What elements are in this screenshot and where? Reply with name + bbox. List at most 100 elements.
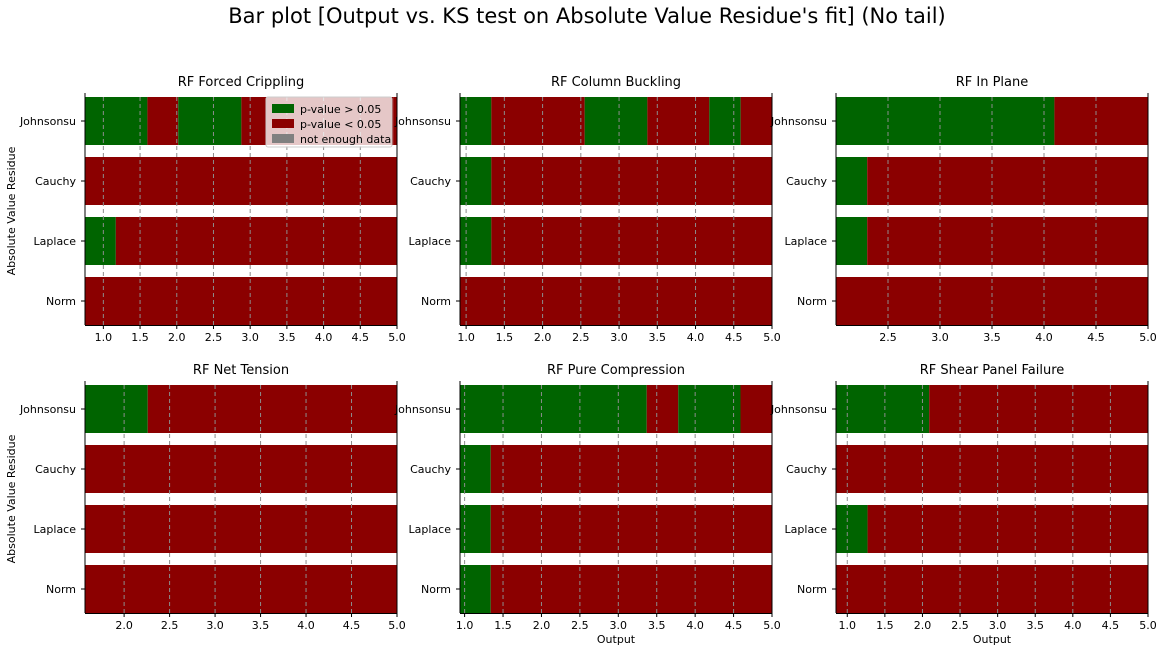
panel-5: 1.0 1.5 2.0 2.5 3.0 3.5 4.0 4.5 5.0 Johnsonsu Cauc… [394, 363, 781, 646]
x-axis-label: Output [597, 633, 636, 646]
y-tick-label: Cauchy [35, 463, 76, 476]
y-tick-label: Johnsonsu [394, 403, 451, 416]
legend-swatch [272, 104, 294, 113]
x-tick-label: 3.5 [252, 619, 270, 632]
panel-1: 1.0 1.5 2.0 2.5 3.0 3.5 4.0 4.5 5.0 Johnsonsu Cauc… [5, 75, 406, 344]
x-tick-label: 2.5 [951, 619, 969, 632]
panel-title: RF In Plane [956, 75, 1029, 90]
legend: p-value > 0.05 p-value < 0.05 not enough d… [265, 96, 393, 148]
bar-segment-cauchy-2 [490, 445, 772, 493]
bar-segment-johnsonsu-1 [85, 97, 148, 145]
bar-segment-johnsonsu-5 [393, 97, 397, 145]
bar-segment-laplace-1 [85, 505, 397, 553]
bar-segment-norm-2 [490, 565, 772, 613]
legend-box [265, 96, 393, 148]
y-tick-label: Laplace [34, 235, 77, 248]
x-tick-label: 3.5 [983, 331, 1001, 344]
x-tick-label: 3.0 [610, 331, 628, 344]
legend-swatch [272, 119, 294, 128]
bar-segment-johnsonsu-3 [584, 97, 648, 145]
panel-title: RF Forced Crippling [178, 75, 304, 90]
x-tick-label: 2.0 [168, 331, 186, 344]
bar-segment-johnsonsu-1 [460, 97, 492, 145]
x-axis-label: Output [973, 633, 1012, 646]
bar-segment-laplace-1 [836, 217, 868, 265]
y-tick-label: Norm [46, 295, 76, 308]
x-tick-label: 5.0 [763, 619, 781, 632]
panel-title: RF Shear Panel Failure [920, 363, 1065, 378]
y-tick-label: Norm [421, 295, 451, 308]
x-tick-label: 1.5 [494, 619, 512, 632]
x-tick-label: 4.0 [315, 331, 333, 344]
x-tick-label: 1.5 [876, 619, 894, 632]
bar-segment-johnsonsu-3 [178, 97, 242, 145]
bar-segment-johnsonsu-2 [491, 97, 585, 145]
x-tick-label: 2.0 [914, 619, 932, 632]
x-tick-label: 4.5 [725, 619, 743, 632]
x-tick-label: 4.0 [1064, 619, 1082, 632]
y-axis-label: Absolute Value Residue [5, 146, 18, 275]
bar-segment-laplace-2 [490, 505, 772, 553]
bar-segment-cauchy-1 [85, 157, 397, 205]
y-tick-label: Cauchy [410, 175, 451, 188]
bar-segment-johnsonsu-1 [85, 385, 148, 433]
x-tick-label: 5.0 [763, 331, 781, 344]
figure-title: Bar plot [Output vs. KS test on Absolute… [228, 4, 946, 28]
x-tick-label: 3.5 [649, 331, 667, 344]
bar-segment-cauchy-1 [836, 157, 868, 205]
bar-segment-laplace-2 [867, 217, 1148, 265]
y-tick-label: Johnsonsu [19, 115, 76, 128]
bar-segment-johnsonsu-6 [740, 97, 772, 145]
x-tick-label: 1.0 [95, 331, 113, 344]
y-tick-label: Johnsonsu [770, 403, 827, 416]
bar-segment-laplace-1 [836, 505, 868, 553]
x-tick-label: 4.0 [1035, 331, 1053, 344]
legend-swatch [272, 134, 294, 143]
bar-segment-laplace-2 [115, 217, 397, 265]
x-tick-label: 3.5 [648, 619, 666, 632]
y-tick-label: Laplace [785, 523, 828, 536]
x-tick-label: 4.5 [352, 331, 370, 344]
y-tick-label: Johnsonsu [19, 403, 76, 416]
bar-segment-johnsonsu-4 [740, 385, 772, 433]
bar-segment-johnsonsu-1 [836, 97, 1055, 145]
x-tick-label: 2.0 [533, 619, 551, 632]
bar-segment-norm-1 [85, 565, 397, 613]
x-tick-label: 2.5 [161, 619, 179, 632]
bar-segment-cauchy-1 [836, 445, 1148, 493]
panel-6: 1.0 1.5 2.0 2.5 3.0 3.5 4.0 4.5 5.0 Johnsonsu Cauc… [770, 363, 1157, 646]
x-tick-label: 3.0 [989, 619, 1007, 632]
x-tick-label: 1.0 [839, 619, 857, 632]
x-tick-label: 3.5 [1026, 619, 1044, 632]
bar-segment-johnsonsu-3 [678, 385, 741, 433]
bar-segment-johnsonsu-2 [147, 385, 397, 433]
bar-segment-johnsonsu-1 [836, 385, 930, 433]
y-tick-label: Cauchy [410, 463, 451, 476]
bar-segment-johnsonsu-4 [647, 97, 710, 145]
x-tick-label: 1.5 [496, 331, 514, 344]
x-tick-label: 3.0 [610, 619, 628, 632]
y-tick-label: Johnsonsu [770, 115, 827, 128]
x-tick-label: 1.0 [456, 619, 474, 632]
x-tick-label: 2.5 [205, 331, 223, 344]
y-tick-label: Laplace [409, 523, 452, 536]
bar-segment-cauchy-2 [491, 157, 772, 205]
bar-segment-laplace-2 [491, 217, 772, 265]
panel-title: RF Pure Compression [547, 363, 685, 378]
x-tick-label: 5.0 [1139, 619, 1157, 632]
bar-segment-johnsonsu-2 [147, 97, 179, 145]
legend-label: p-value > 0.05 [300, 103, 381, 116]
x-tick-label: 1.0 [457, 331, 475, 344]
x-tick-label: 5.0 [388, 331, 406, 344]
bar-segment-norm-1 [85, 277, 397, 325]
y-tick-label: Norm [797, 583, 827, 596]
legend-label: p-value < 0.05 [300, 118, 381, 131]
x-tick-label: 5.0 [1139, 331, 1157, 344]
legend-label: not enough data [300, 133, 391, 146]
bar-segment-cauchy-1 [460, 157, 492, 205]
bar-segment-cauchy-1 [85, 445, 397, 493]
x-tick-label: 2.5 [571, 619, 589, 632]
bar-segment-laplace-1 [460, 505, 491, 553]
x-tick-label: 3.0 [931, 331, 949, 344]
